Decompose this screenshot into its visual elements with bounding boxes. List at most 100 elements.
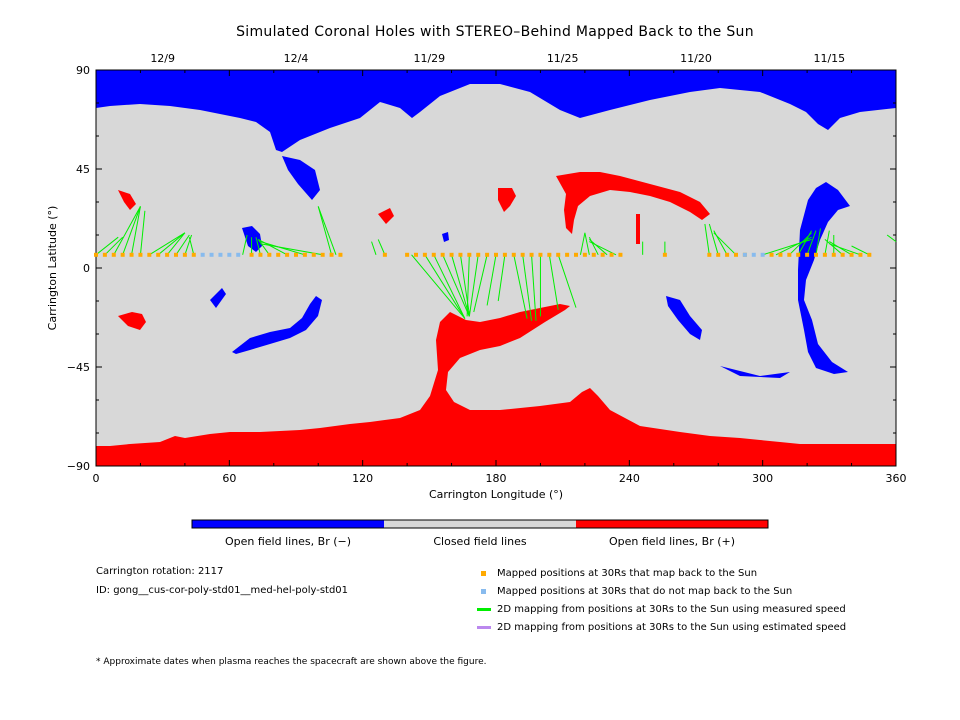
mapping-line-measured — [188, 237, 195, 255]
mapping-line-measured — [149, 232, 186, 256]
y-tick-label: −90 — [67, 460, 90, 473]
mapped-position-point — [311, 252, 316, 257]
positive-hole-small — [636, 214, 640, 244]
mapping-line-measured — [497, 254, 506, 302]
mapped-position-point — [191, 252, 196, 257]
mapping-line-measured — [557, 254, 577, 308]
mapped-position-point — [769, 252, 774, 257]
negative-hole-patch — [666, 296, 702, 340]
mapping-line-measured — [584, 232, 590, 255]
mapped-position-point — [276, 252, 281, 257]
chart-title: Simulated Coronal Holes with STEREO–Behi… — [236, 24, 754, 40]
north-polar-negative-hole — [96, 70, 896, 152]
x-tick-label: 300 — [752, 472, 773, 485]
mapping-lines — [95, 206, 897, 321]
negative-hole-patch — [798, 182, 850, 374]
mapped-position-point — [707, 252, 712, 257]
legend-swatch-line — [477, 608, 491, 611]
mapping-line-measured — [824, 230, 830, 255]
x-tick-label: 120 — [352, 472, 373, 485]
negative-hole-patch — [232, 296, 322, 354]
mapping-line-measured — [442, 254, 470, 317]
unmapped-position-point — [218, 252, 223, 257]
y-tick-label: 45 — [76, 163, 90, 176]
mapped-position-point — [849, 252, 854, 257]
mapped-position-point — [787, 252, 792, 257]
mapping-line-measured — [513, 254, 528, 319]
mapped-position-point — [405, 252, 410, 257]
mapping-line-measured — [317, 206, 333, 255]
mapping-line-measured — [589, 241, 617, 256]
colorbar-label: Open field lines, Br (−) — [225, 535, 351, 548]
mapping-line-measured — [829, 243, 861, 256]
mapping-line-measured — [486, 254, 497, 306]
negative-hole-small — [210, 288, 226, 308]
unmapped-position-point — [236, 252, 241, 257]
x-tick-label: 240 — [619, 472, 640, 485]
x-tick-label: 360 — [886, 472, 907, 485]
mapping-line-measured — [175, 234, 190, 256]
mapped-position-point — [574, 252, 578, 257]
legend-label: Mapped positions at 30Rs that map back t… — [497, 568, 758, 579]
mapped-position-point — [458, 252, 463, 257]
mapped-position-point — [120, 252, 125, 257]
x-tick-label: 0 — [93, 472, 100, 485]
mapped-position-point — [547, 252, 552, 257]
mapping-line-measured — [762, 238, 812, 256]
mapping-line-measured — [704, 223, 710, 255]
mapped-position-point — [485, 252, 490, 257]
mapped-position-point — [662, 252, 667, 257]
mapped-position-point — [716, 252, 721, 257]
colorbar-segment — [576, 520, 768, 528]
mapping-line-measured — [708, 223, 719, 255]
negative-hole-patch — [282, 156, 320, 200]
mapping-line-measured — [184, 234, 193, 255]
mapped-position-point — [796, 252, 801, 257]
mapped-position-point — [556, 252, 561, 257]
colorbar-label: Open field lines, Br (+) — [609, 535, 735, 548]
positive-hole-arc — [556, 172, 710, 234]
mapped-position-point — [329, 252, 334, 257]
mapped-position-point — [414, 252, 418, 257]
mapped-position-point — [129, 252, 134, 257]
x-tick-label: 180 — [486, 472, 507, 485]
mapping-line-measured — [377, 239, 386, 255]
mapping-line-measured — [473, 254, 488, 313]
mapped-position-point — [778, 252, 783, 257]
mapped-points — [94, 252, 872, 257]
mapped-position-point — [476, 252, 481, 257]
legend-swatch-square — [481, 589, 486, 594]
unmapped-position-point — [200, 252, 205, 257]
mapping-line-measured — [824, 239, 843, 256]
mapping-line-measured — [806, 230, 817, 255]
mapping-line-measured — [433, 254, 466, 319]
mapping-line-measured — [522, 254, 533, 321]
mapping-line-measured — [589, 239, 608, 256]
mapping-line-measured — [371, 241, 377, 255]
mapped-position-point — [294, 252, 298, 257]
mapped-position-point — [431, 252, 436, 257]
unmapped-position-point — [227, 252, 232, 257]
mapped-position-point — [840, 252, 845, 257]
mapped-position-point — [582, 252, 587, 257]
mapped-position-point — [822, 252, 827, 257]
legend-label: 2D mapping from positions at 30Rs to the… — [497, 604, 846, 615]
mapped-position-point — [858, 252, 863, 257]
colorbar-segment — [192, 520, 384, 528]
top-date-label: 11/15 — [813, 52, 845, 65]
negative-hole-small — [442, 232, 449, 242]
unmapped-position-point — [760, 252, 765, 257]
top-date-label: 11/20 — [680, 52, 712, 65]
mapping-line-measured — [242, 234, 248, 255]
mapping-line-measured — [122, 206, 141, 255]
mapped-position-point — [511, 252, 516, 257]
mapped-position-point — [867, 252, 872, 257]
mapped-position-point — [725, 252, 730, 257]
top-date-label: 12/4 — [284, 52, 309, 65]
top-date-label: 11/25 — [547, 52, 579, 65]
mapped-position-point — [814, 252, 818, 257]
mapped-position-point — [502, 252, 507, 257]
positive-hole-small — [118, 312, 146, 330]
mapping-line-measured — [131, 206, 141, 255]
mapped-position-point — [805, 252, 810, 257]
